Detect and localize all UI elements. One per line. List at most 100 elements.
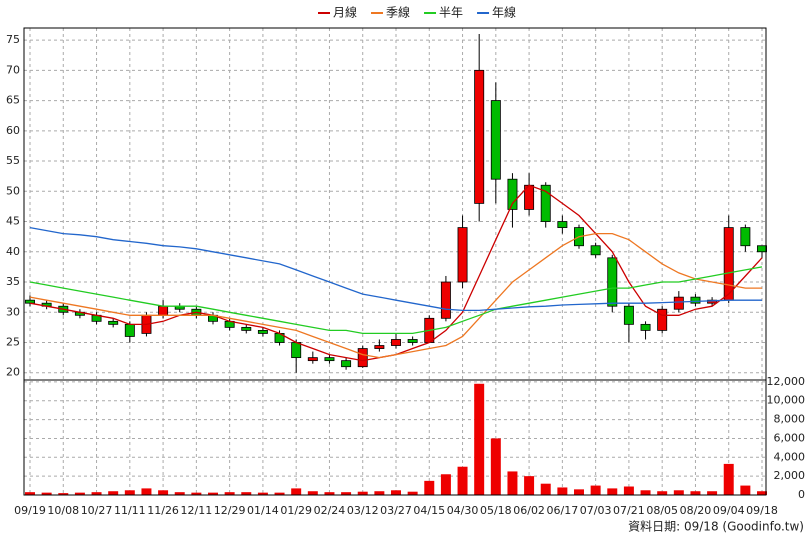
legend: 月線 季線 半年 年線 <box>318 5 516 20</box>
x-tick-label: 01/14 <box>247 504 279 517</box>
volume-bar <box>341 492 352 495</box>
y-tick-label: 25 <box>6 336 20 349</box>
candle-body <box>391 339 401 346</box>
candle-body <box>108 320 119 325</box>
x-tick-label: 07/21 <box>613 504 645 517</box>
candle-body <box>257 330 268 334</box>
x-tick-label: 08/05 <box>646 504 678 517</box>
volume-bar <box>224 492 235 495</box>
volume-bar <box>141 488 152 495</box>
volume-bar <box>574 489 584 495</box>
y-tick-label: 20 <box>6 366 20 379</box>
ma-line <box>29 232 762 359</box>
volume-bar <box>723 463 734 495</box>
candle-body <box>673 296 684 310</box>
y2-tick-label: 2,000 <box>774 469 806 482</box>
x-tick-label: 11/11 <box>114 504 146 517</box>
x-tick-label: 12/29 <box>214 504 246 517</box>
volume-bar <box>25 492 35 495</box>
volume-bar <box>424 480 435 495</box>
y-tick-label: 35 <box>6 275 20 288</box>
x-tick-label: 02/24 <box>314 504 346 517</box>
volume-bar <box>590 485 601 495</box>
plot-background <box>24 28 766 495</box>
candle-body <box>723 227 734 301</box>
volume-bar <box>407 491 418 495</box>
candle-body <box>623 305 634 325</box>
candle-body <box>607 257 618 307</box>
x-tick-label: 11/26 <box>147 504 179 517</box>
y-tick-label: 50 <box>6 184 20 197</box>
y-tick-label: 40 <box>6 245 20 258</box>
x-tick-label: 07/03 <box>580 504 612 517</box>
y-tick-label: 55 <box>6 154 20 167</box>
candle-body <box>507 178 518 210</box>
candle-body <box>540 184 551 222</box>
volume-bar <box>757 491 767 495</box>
y2-tick-label: 8,000 <box>774 413 806 426</box>
x-tick-label: 09/19 <box>14 504 46 517</box>
volume-bar <box>191 492 202 495</box>
x-tick-label: 03/12 <box>347 504 379 517</box>
candle-body <box>307 357 318 362</box>
y2-tick-label: 4,000 <box>774 450 806 463</box>
y2-tick-label: 6,000 <box>774 431 806 444</box>
volume-bar <box>740 485 751 495</box>
volume-bar <box>58 493 69 495</box>
volume-bar <box>208 492 218 495</box>
volume-bar <box>690 491 701 495</box>
x-tick-label: 05/18 <box>480 504 512 517</box>
candle-body <box>357 348 368 368</box>
x-tick-label: 06/17 <box>547 504 579 517</box>
volume-bar <box>391 490 401 495</box>
volume-bar <box>507 471 518 495</box>
candle-body <box>640 323 651 331</box>
volume-bar <box>324 492 335 495</box>
x-tick-label: 12/11 <box>181 504 213 517</box>
volume-bar <box>307 491 318 495</box>
footnote: 資料日期: 09/18 (Goodinfo.tw) <box>628 520 804 534</box>
y-tick-label: 30 <box>6 305 20 318</box>
candle-body <box>757 245 767 253</box>
volume-bar <box>374 491 385 495</box>
x-tick-label: 04/15 <box>413 504 445 517</box>
x-tick-label: 09/18 <box>746 504 778 517</box>
x-tick-label: 01/29 <box>280 504 312 517</box>
legend-label: 半年 <box>439 6 463 20</box>
volume-bar <box>274 492 285 495</box>
x-tick-label: 03/27 <box>380 504 412 517</box>
ma-line <box>29 266 763 335</box>
y2-tick-label: 0 <box>798 488 805 501</box>
legend-label: 季線 <box>386 5 410 20</box>
volume-bar <box>91 492 102 495</box>
volume-bar <box>707 491 718 495</box>
candle-body <box>241 326 252 331</box>
volume-bar <box>257 492 268 495</box>
volume-bar <box>524 476 535 495</box>
y-tick-label: 60 <box>6 124 20 137</box>
candle-body <box>590 245 601 256</box>
candle-body <box>25 299 35 304</box>
x-tick-label: 09/04 <box>713 504 745 517</box>
volume-bar <box>490 438 501 495</box>
volume-bar <box>673 490 684 495</box>
candle-body <box>341 360 352 368</box>
candle-body <box>490 100 501 180</box>
candle-body <box>690 296 701 304</box>
ma-line <box>29 226 762 312</box>
volume-bar <box>457 466 468 495</box>
volume-bar <box>607 488 618 495</box>
candle-body <box>407 339 418 343</box>
x-tick-label: 08/20 <box>680 504 712 517</box>
volume-bar <box>640 490 651 495</box>
candle-body <box>158 305 169 316</box>
volume-bar <box>540 483 551 495</box>
volume-bar <box>74 492 85 495</box>
volume-bar <box>657 491 668 495</box>
candle-body <box>657 308 668 331</box>
y2-tick-label: 12,000 <box>767 375 806 388</box>
marks <box>25 34 767 495</box>
candle-body <box>474 69 485 204</box>
y2-tick-label: 10,000 <box>767 394 806 407</box>
